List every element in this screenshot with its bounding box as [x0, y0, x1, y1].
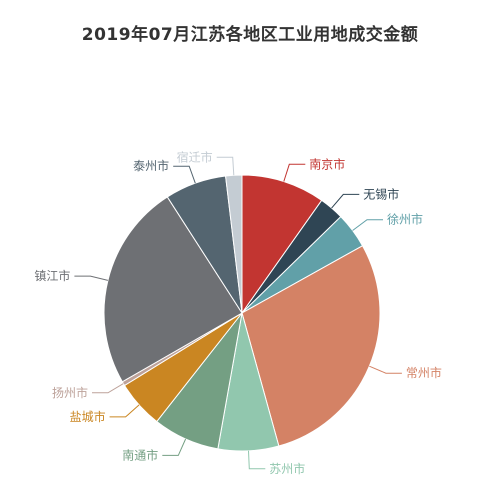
slice-label: 宿迁市 — [177, 149, 213, 164]
slice-label: 盐城市 — [70, 409, 106, 424]
leader-line — [283, 163, 306, 182]
leader-line — [173, 165, 196, 184]
chart-title: 2019年07月江苏各地区工业用地成交金额 — [81, 25, 419, 45]
slice-label: 南通市 — [122, 447, 158, 462]
leader-line — [92, 383, 124, 394]
slice-label: 南京市 — [309, 156, 345, 171]
slice-label: 扬州市 — [52, 385, 88, 400]
leader-line — [352, 219, 383, 231]
leader-line — [162, 438, 187, 456]
leader-line — [74, 275, 109, 281]
pie-slice[interactable] — [103, 196, 243, 383]
pie-slice[interactable] — [241, 174, 323, 315]
slice-label: 常州市 — [406, 365, 442, 380]
slice-label: 无锡市 — [363, 186, 399, 201]
slice-label: 苏州市 — [269, 461, 305, 476]
leader-line — [331, 193, 360, 209]
leader-line — [248, 450, 266, 470]
slice-label: 徐州市 — [387, 212, 423, 227]
leader-line — [216, 156, 235, 176]
leader-line — [109, 404, 140, 418]
leader-line — [369, 365, 402, 374]
slice-label: 泰州市 — [133, 158, 169, 173]
slice-label: 镇江市 — [34, 268, 70, 283]
pie-slice[interactable] — [225, 174, 243, 314]
